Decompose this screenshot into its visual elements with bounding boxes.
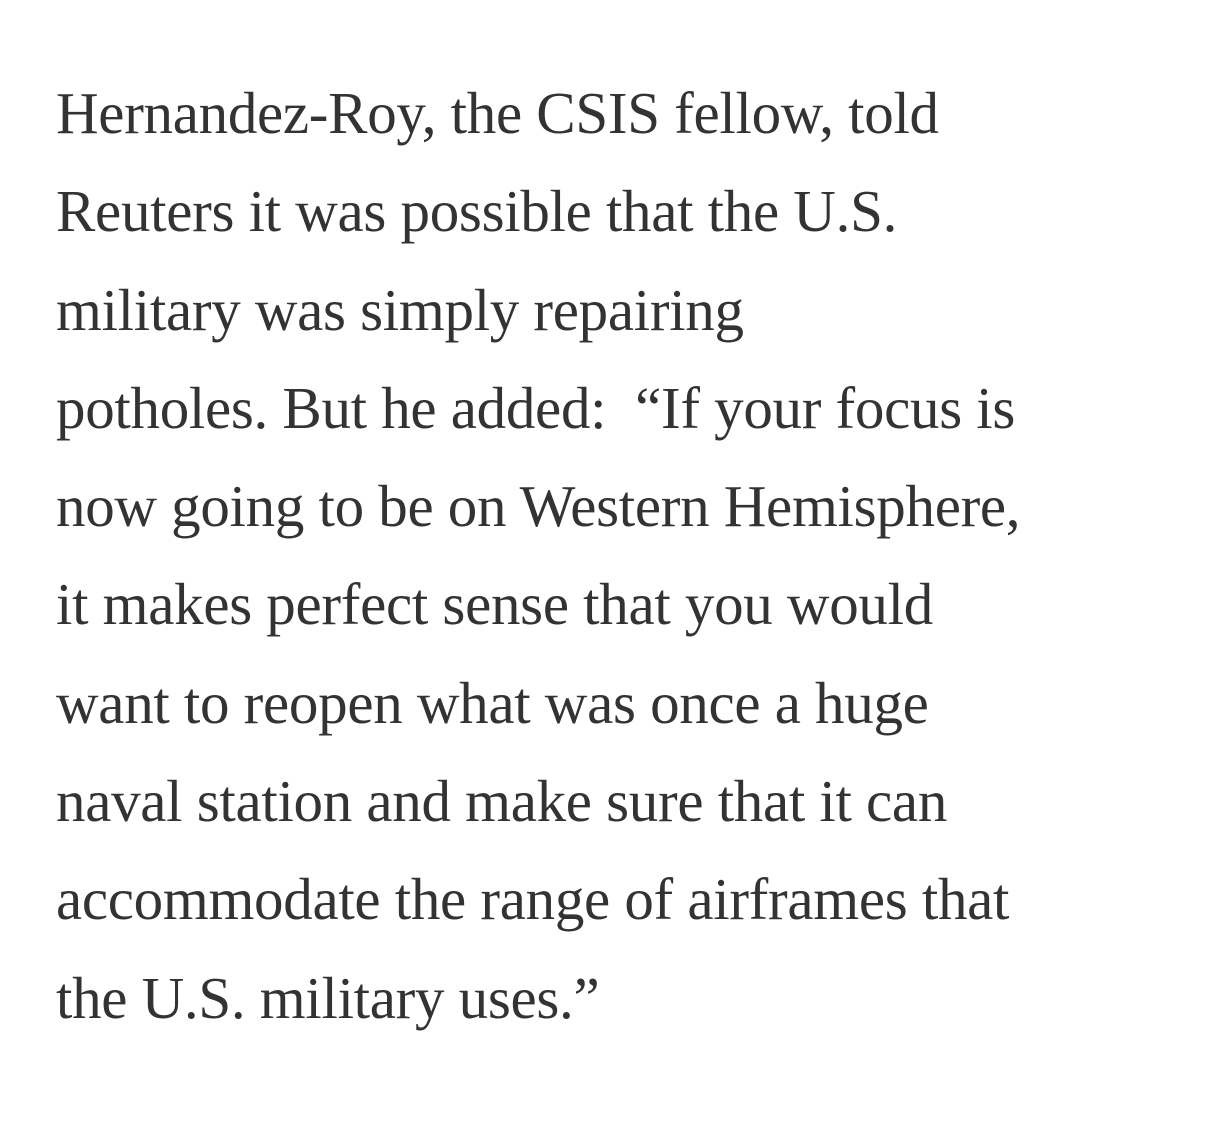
paragraph-line: military was simply repairing — [56, 276, 744, 343]
paragraph-line: want to reopen what was once a huge — [56, 669, 929, 736]
paragraph-line: now going to be on Western Hemisphere, — [56, 473, 1021, 540]
paragraph-line: the U.S. military uses.” — [56, 964, 600, 1031]
article-paragraph: Hernandez-Roy, the CSIS fellow, told Reu… — [56, 64, 1176, 1047]
paragraph-line: it makes perfect sense that you would — [56, 571, 933, 638]
paragraph-line: accommodate the range of airframes that — [56, 866, 1010, 933]
paragraph-line: Reuters it was possible that the U.S. — [56, 178, 898, 245]
paragraph-line: naval station and make sure that it can — [56, 768, 948, 835]
paragraph-line: Hernandez-Roy, the CSIS fellow, told — [56, 80, 939, 146]
paragraph-line: potholes. But he added: “If your focus i… — [56, 374, 1016, 441]
